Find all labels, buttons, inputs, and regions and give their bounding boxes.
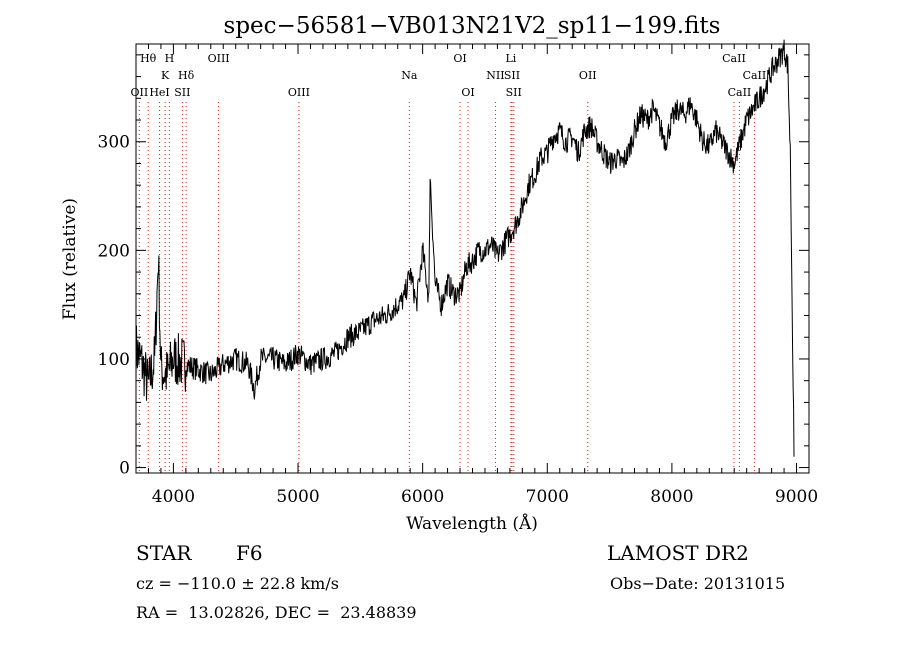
- marker-label-7: Hδ: [178, 69, 195, 82]
- marker-label-8: Na: [401, 69, 418, 82]
- x-tick-label-0: 4000: [152, 487, 195, 507]
- marker-label-9: NII: [486, 69, 504, 82]
- marker-label-5: CaII: [722, 52, 746, 65]
- survey-name: LAMOST DR2: [607, 541, 749, 565]
- y-tick-label-0: 0: [119, 459, 130, 479]
- obs-date: Obs−Date: 20131015: [610, 574, 786, 593]
- x-tick-label-1: 5000: [276, 487, 319, 507]
- velocity-readout: cz = −110.0 ± 22.8 km/s: [136, 574, 339, 593]
- y-tick-label-3: 300: [98, 133, 130, 153]
- x-tick-label-5: 9000: [775, 487, 818, 507]
- marker-label-2: OIII: [208, 52, 230, 65]
- marker-label-0: Hθ: [140, 52, 157, 65]
- y-tick-label-1: 100: [98, 350, 130, 370]
- x-axis-label: Wavelength (Å): [406, 513, 538, 534]
- axis-ticks: 4000 5000 6000 7000 8000 9000 0 100 200 300: [98, 44, 818, 507]
- spectrum-line: [135, 39, 795, 457]
- y-tick-label-2: 200: [98, 241, 130, 261]
- x-tick-label-2: 6000: [401, 487, 444, 507]
- marker-label-15: SII: [174, 86, 190, 99]
- y-axis-label: Flux (relative): [60, 198, 80, 320]
- marker-label-18: SII: [506, 86, 522, 99]
- marker-label-10: SII: [504, 69, 520, 82]
- marker-label-17: OI: [461, 86, 474, 99]
- marker-label-13: OII: [131, 86, 149, 99]
- marker-label-4: Li: [505, 52, 516, 65]
- coordinates: RA = 13.02826, DEC = 23.48839: [136, 603, 417, 622]
- object-type: STAR: [136, 541, 192, 565]
- marker-label-16: OIII: [288, 86, 310, 99]
- marker-label-11: OII: [579, 69, 597, 82]
- marker-label-14: HeI: [149, 86, 169, 99]
- marker-label-1: H: [165, 52, 175, 65]
- object-subclass: F6: [236, 541, 263, 565]
- marker-label-12: CaII: [743, 69, 767, 82]
- chart-title: spec−56581−VB013N21V2_sp11−199.fits: [224, 13, 721, 39]
- marker-label-3: OI: [453, 52, 466, 65]
- x-tick-label-4: 8000: [650, 487, 693, 507]
- marker-label-19: CaII: [728, 86, 752, 99]
- x-tick-label-3: 7000: [526, 487, 569, 507]
- marker-label-6: K: [161, 69, 170, 82]
